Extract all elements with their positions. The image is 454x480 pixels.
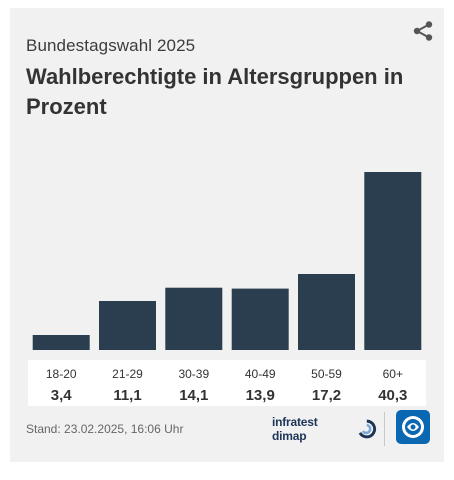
value-label: 14,1 <box>179 387 208 404</box>
bar-21-29 <box>99 301 156 350</box>
value-label: 17,2 <box>312 387 341 404</box>
bar-chart: 18-20 3,4 21-29 11,1 30-39 14,1 40-49 13,9 50-59… <box>28 172 426 406</box>
category-label-band <box>28 360 426 406</box>
bar-40-49 <box>231 288 289 350</box>
bar-60+ <box>364 172 422 350</box>
bar-50-59 <box>298 274 355 350</box>
category-label: 50-59 <box>311 367 342 381</box>
bar-18-20 <box>32 335 90 350</box>
logo-divider <box>384 412 385 446</box>
category-label: 30-39 <box>178 367 209 381</box>
infratest-dimap-logo: infratest dimap <box>272 415 377 443</box>
category-label: 40-49 <box>245 367 276 381</box>
value-label: 3,4 <box>51 387 73 404</box>
bar-30-39 <box>165 287 223 350</box>
tagesschau-icon <box>402 416 424 438</box>
value-label: 11,1 <box>113 387 141 404</box>
category-label: 21-29 <box>112 367 143 381</box>
timestamp: Stand: 23.02.2025, 16:06 Uhr <box>26 422 184 436</box>
chart-supertitle: Bundestagswahl 2025 <box>26 36 196 55</box>
value-label: 13,9 <box>246 387 275 404</box>
category-label: 60+ <box>383 367 403 381</box>
chart-card: Bundestagswahl 2025 Wahlberechtigte in A… <box>10 8 444 462</box>
value-label: 40,3 <box>378 387 407 404</box>
chart-title: Wahlberechtigte in Altersgruppen in Proz… <box>26 64 404 119</box>
share-icon <box>413 21 433 41</box>
source-logo-text: infratest dimap <box>272 415 318 443</box>
dimap-icon <box>359 419 377 439</box>
category-label: 18-20 <box>46 367 77 381</box>
tagesschau-logo <box>396 410 430 444</box>
share-button[interactable] <box>412 20 434 42</box>
